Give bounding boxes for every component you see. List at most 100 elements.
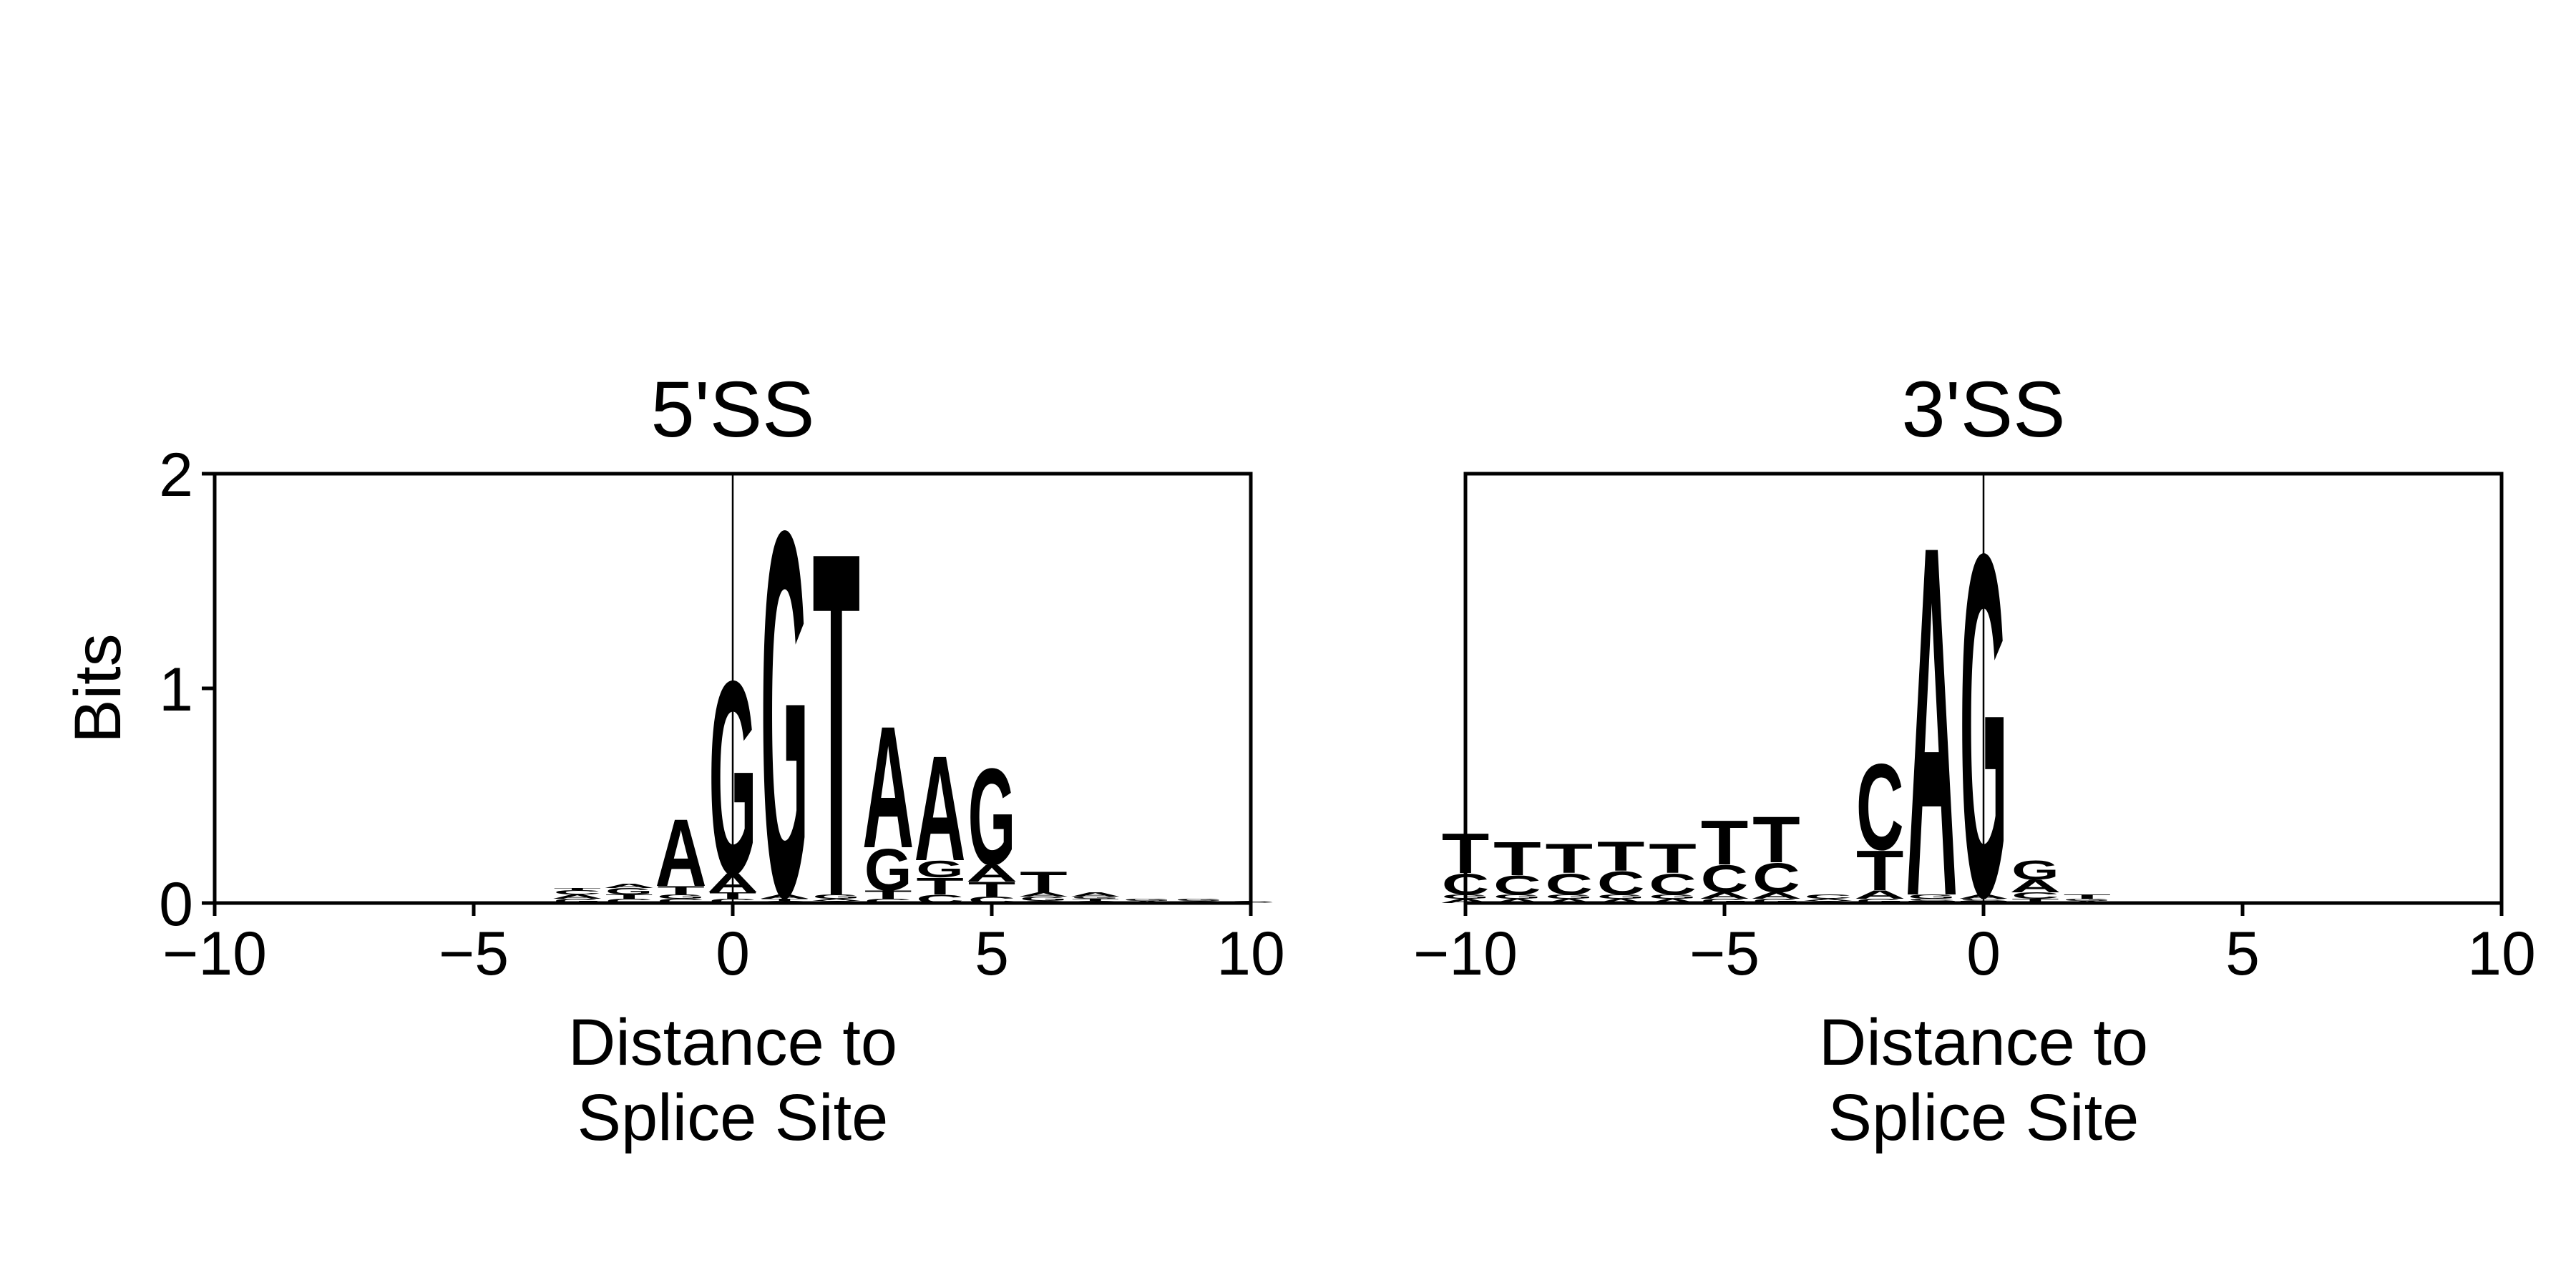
logo-letter-g: G [605, 887, 653, 897]
logo-letter-t: T [1072, 898, 1120, 902]
x-axis-label-5ss-line2: Splice Site [577, 1081, 889, 1154]
panel-title-5ss: 5'SS [651, 366, 815, 454]
logo-letter-t: T [554, 887, 602, 891]
logo-letter-g: G [2064, 898, 2112, 902]
logo-letter-g: G [657, 893, 705, 899]
x-axis-label-5ss-line1: Distance to [568, 1006, 897, 1079]
logo-letter-g: G [554, 897, 602, 904]
logo-letter-a: A [914, 724, 966, 892]
logo-letter-c: C [1701, 857, 1749, 901]
x-axis-label-3ss-line2: Splice Site [1828, 1081, 2140, 1154]
logo-letter-a: A [1018, 892, 1069, 898]
logo-letter-c: C [864, 897, 912, 904]
logo-letter-t: T [2064, 894, 2112, 900]
logo-letter-t: T [657, 884, 705, 897]
logo-letter-t: T [813, 451, 861, 1000]
logo-letter-a: A [862, 691, 914, 885]
logo-letter-t: T [968, 878, 1016, 902]
logo-letter-g: G [1020, 895, 1068, 902]
logo-letter-a: A [1906, 441, 1958, 1000]
logo-letter-a: A [966, 860, 1018, 887]
logo-letters-3ss: AGCTAGCTAGCTAGCTAGCTGACTGACTGACGATCTCGAT… [1440, 441, 2113, 1000]
logo-letter-g: G [1546, 893, 1594, 899]
logo-letter-c: C [2011, 891, 2059, 901]
logo-letter-a: A [1750, 891, 1802, 901]
logo-letter-t: T [1649, 835, 1697, 882]
logo-letter-a: A [655, 800, 707, 907]
logo-letter-t: T [1856, 839, 1904, 902]
x-ticks-5ss: −10 −5 0 5 10 [162, 903, 1285, 988]
logo-letter-a: A [1647, 898, 1699, 904]
panel-3ss: 3'SS AGCTAGCTAGCTAGCTAGCTGACTGACTGACGATC… [1413, 366, 2536, 1154]
x-tick-label: 5 [975, 919, 1009, 988]
logo-letter-c: C [1908, 898, 1956, 902]
logo-letter-t: T [1752, 804, 1800, 877]
x-tick-label: −10 [1413, 919, 1518, 988]
logo-letter-g: G [1752, 897, 1800, 904]
logo-letter-t: T [1020, 865, 1068, 899]
logo-letter-c: C [1545, 868, 1593, 902]
logo-letter-c: C [1752, 855, 1800, 902]
logo-letter-c: C [1493, 870, 1541, 900]
x-tick-label: 10 [2467, 919, 2536, 988]
x-tick-label: 5 [2225, 919, 2260, 988]
y-axis-label: Bits [62, 633, 135, 743]
logo-letter-t: T [1597, 833, 1645, 880]
logo-letter-c: C [1597, 865, 1645, 902]
panel-5ss: 5'SS GACTCTGACGTACTAGCTAGCAGTCTGACTGACTA… [62, 366, 1285, 1154]
logo-letter-g: G [1856, 897, 1904, 904]
logo-letter-g: G [864, 836, 912, 903]
logo-letter-t: T [916, 873, 964, 899]
logo-letter-g: G [916, 856, 964, 883]
x-tick-label: 0 [716, 919, 750, 988]
logo-letter-a: A [603, 883, 655, 889]
logo-letter-a: A [1854, 888, 1906, 902]
logo-letters-5ss: GACTCTGACGTACTAGCTAGCAGTCTGACTGACTAGCGAT… [552, 422, 1275, 1005]
logo-letter-a: A [1595, 898, 1646, 904]
x-tick-label: −5 [439, 919, 509, 988]
x-tick-label: 10 [1216, 919, 1285, 988]
logo-letter-g: G [761, 422, 809, 1005]
y-tick-label: 0 [159, 870, 193, 939]
logo-letter-c: C [657, 897, 705, 904]
logo-letter-a: A [2009, 877, 2061, 897]
logo-letter-t: T [864, 888, 912, 902]
logo-letter-a: A [1699, 891, 1750, 901]
x-tick-label: −10 [162, 919, 267, 988]
logo-letter-t: T [2011, 898, 2059, 904]
x-tick-label: −5 [1689, 919, 1760, 988]
x-tick-label: 0 [1966, 919, 2001, 988]
x-axis-label-3ss-line1: Distance to [1819, 1006, 2148, 1079]
logo-letter-a: A [811, 898, 862, 902]
logo-letter-c: C [1804, 893, 1852, 899]
logo-letter-g: G [1493, 893, 1541, 899]
logo-letter-a: A [552, 894, 603, 900]
y-tick-label: 1 [159, 655, 193, 724]
logo-letter-a: A [758, 894, 810, 900]
logo-letter-g: G [1701, 897, 1749, 904]
panel-title-3ss: 3'SS [1902, 366, 2066, 454]
logo-letter-t: T [605, 894, 653, 900]
logo-letter-t: T [761, 898, 809, 902]
logo-letter-g: G [1123, 898, 1171, 902]
logo-letter-a: A [1070, 892, 1121, 898]
logo-letter-t: T [1546, 835, 1594, 882]
logo-letter-g: G [1908, 893, 1956, 899]
logo-letter-g: G [1072, 896, 1120, 899]
logo-letter-a: A [1802, 898, 1854, 902]
logo-letter-g: G [2011, 855, 2059, 885]
logo-letter-t: T [1701, 807, 1749, 878]
y-tick-label: 2 [159, 441, 193, 509]
logo-letter-t: T [1493, 832, 1541, 886]
logo-letter-c: C [1856, 739, 1904, 877]
logo-letter-g: G [813, 893, 861, 899]
logo-letter-g: G [1175, 898, 1223, 902]
logo-letter-a: A [1543, 898, 1595, 904]
logo-letter-a: A [1491, 898, 1543, 904]
logo-letter-c: C [553, 889, 601, 895]
logo-letter-g: G [1597, 893, 1645, 899]
logo-letter-c: C [605, 897, 653, 904]
logo-letter-g: G [1649, 893, 1697, 899]
y-ticks-5ss: 0 1 2 [159, 441, 215, 939]
logo-letter-g: G [968, 740, 1016, 894]
